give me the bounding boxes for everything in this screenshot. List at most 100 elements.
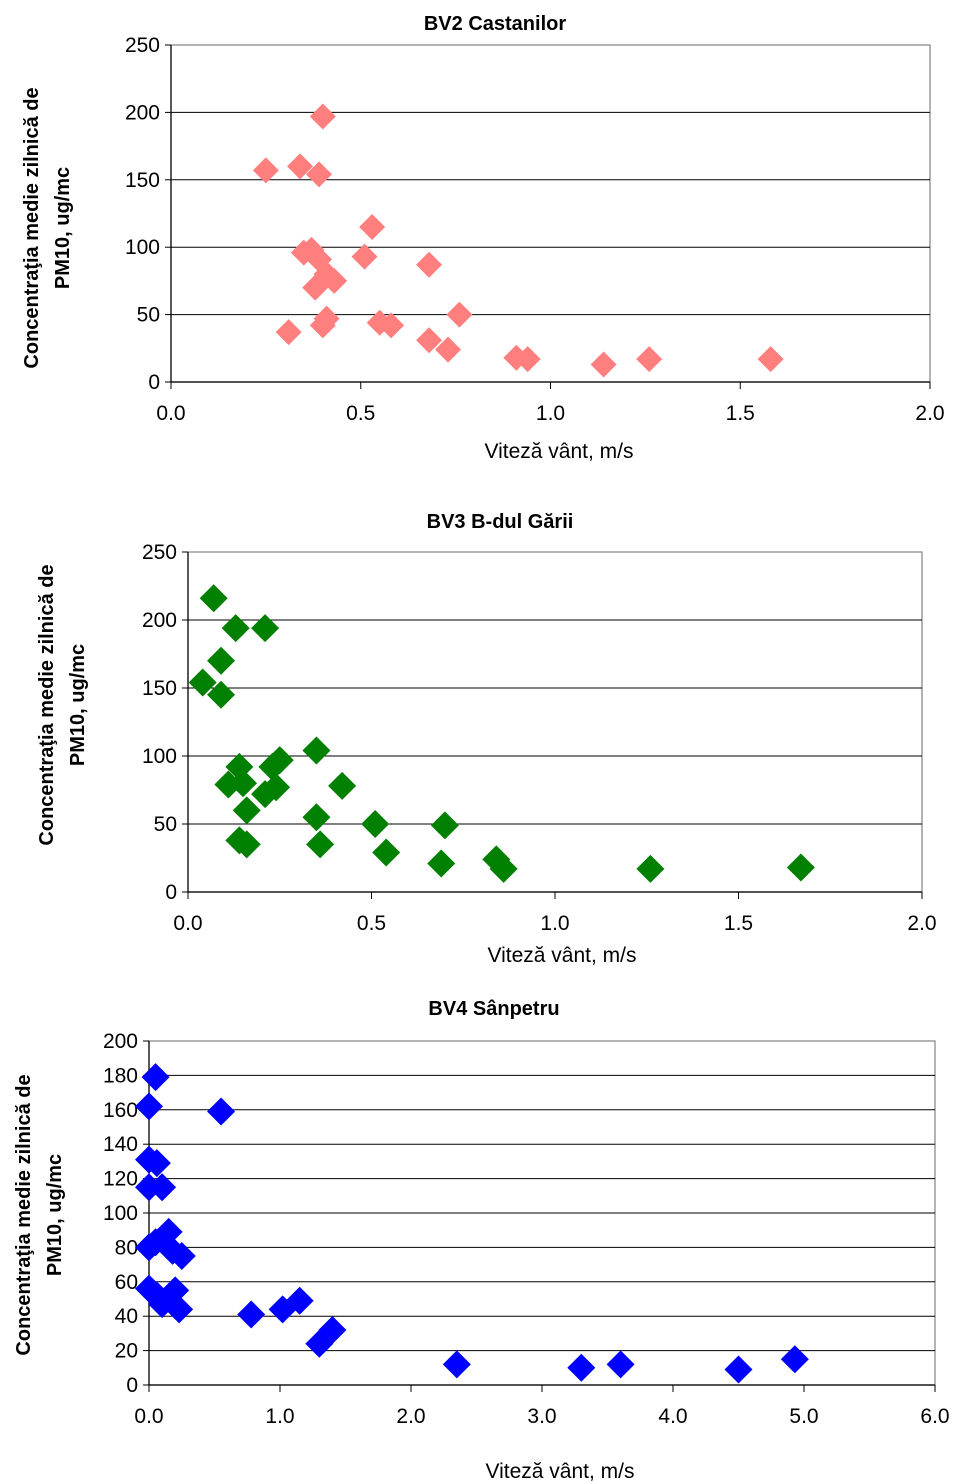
data-point <box>318 1315 347 1344</box>
chart-title: BV2 Castanilor <box>424 13 566 35</box>
x-tick-label: 3.0 <box>527 1405 556 1428</box>
data-point <box>514 346 541 373</box>
data-point <box>161 1276 190 1305</box>
y-tick-label: 50 <box>154 813 177 836</box>
data-point <box>232 796 261 825</box>
data-point <box>636 346 663 373</box>
data-point <box>287 153 314 180</box>
x-tick-label: 2.0 <box>907 912 936 935</box>
data-point <box>285 1286 314 1315</box>
data-point <box>142 1149 171 1178</box>
plot-area: 0 50 100 150 200 250 0.0 0.5 1.0 1.5 2.0 <box>125 34 945 425</box>
x-tick-label: 1.0 <box>265 1405 294 1428</box>
data-point <box>207 680 236 709</box>
x-tick-label: 1.5 <box>726 402 755 425</box>
data-point <box>309 103 336 130</box>
x-tick-label: 0.0 <box>134 1405 163 1428</box>
data-point <box>780 1345 809 1374</box>
x-axis-label: Viteză vânt, m/s <box>484 440 633 463</box>
y-axis-label-line2: PM10, ug/mc <box>52 167 74 289</box>
data-point <box>251 614 280 643</box>
data-point <box>606 1350 635 1379</box>
data-point <box>302 274 329 301</box>
y-tick-label: 150 <box>142 677 177 700</box>
x-tick-label: 6.0 <box>920 1405 949 1428</box>
y-tick-label: 80 <box>115 1236 138 1259</box>
y-tick-label: 100 <box>142 745 177 768</box>
x-tick-label: 0.0 <box>156 402 185 425</box>
data-point <box>489 854 518 883</box>
x-axis-label: Viteză vânt, m/s <box>487 944 636 967</box>
data-point <box>302 736 331 765</box>
data-point <box>275 319 302 346</box>
x-tick-label: 2.0 <box>915 402 944 425</box>
chart-title: BV4 Sânpetru <box>428 998 559 1020</box>
data-point <box>435 336 462 363</box>
x-tick-label: 0.0 <box>173 912 202 935</box>
data-point <box>446 301 473 328</box>
y-tick-label: 100 <box>125 236 160 259</box>
plot-area: 0 20 40 60 80 100 120 140 160 180 200 0.0 1.0 2.0 3.0 4… <box>103 1030 950 1428</box>
y-tick-label: 250 <box>125 34 160 57</box>
y-tick-label: 40 <box>115 1305 138 1328</box>
y-axis-label-line1: Concentraţia medie zilnică de <box>36 564 58 845</box>
data-point <box>207 646 236 675</box>
y-axis-label-line2: PM10, ug/mc <box>67 644 89 766</box>
data-point <box>378 312 405 339</box>
data-point <box>372 838 401 867</box>
data-point <box>786 853 815 882</box>
data-point <box>165 1295 194 1324</box>
data-point <box>757 346 784 373</box>
y-tick-label: 0 <box>165 881 177 904</box>
y-tick-label: 100 <box>103 1202 138 1225</box>
y-tick-label: 200 <box>142 609 177 632</box>
y-tick-label: 0 <box>148 371 160 394</box>
x-tick-label: 0.5 <box>357 912 386 935</box>
data-point <box>232 830 261 859</box>
y-tick-label: 200 <box>103 1030 138 1053</box>
y-tick-label: 60 <box>115 1271 138 1294</box>
y-tick-label: 180 <box>103 1064 138 1087</box>
data-point <box>567 1353 596 1382</box>
plot-area: 0 50 100 150 200 250 0.0 0.5 1.0 1.5 2.0 <box>142 541 937 935</box>
data-point <box>167 1242 196 1270</box>
data-point <box>442 1350 471 1379</box>
data-point <box>188 668 217 697</box>
plot-frame <box>187 551 923 893</box>
data-point <box>262 773 291 802</box>
y-axis-label: Concentraţia medie zilnică de PM10, ug/m… <box>21 87 74 368</box>
data-point <box>221 614 250 643</box>
data-point <box>306 830 335 859</box>
y-tick-label: 120 <box>103 1168 138 1191</box>
x-tick-label: 4.0 <box>658 1405 687 1428</box>
y-tick-label: 140 <box>103 1133 138 1156</box>
y-tick-label: 150 <box>125 169 160 192</box>
data-point <box>265 746 294 775</box>
y-tick-label: 160 <box>103 1099 138 1122</box>
data-point <box>199 584 228 613</box>
data-point <box>313 305 340 332</box>
data-point <box>207 1097 236 1126</box>
chart-title: BV3 B-dul Gării <box>427 511 574 533</box>
x-tick-label: 0.5 <box>346 402 375 425</box>
y-tick-label: 250 <box>142 541 177 564</box>
y-axis-label-line1: Concentraţia medie zilnică de <box>13 1074 35 1355</box>
data-point <box>141 1063 170 1092</box>
y-tick-label: 20 <box>115 1340 138 1363</box>
x-tick-label: 1.0 <box>536 402 565 425</box>
chart-bv2: BV2 Castanilor Concentraţia medie zilnic… <box>21 13 945 463</box>
x-tick-label: 2.0 <box>396 1405 425 1428</box>
data-point <box>229 769 258 798</box>
x-tick-label: 1.5 <box>724 912 753 935</box>
data-point <box>416 327 443 354</box>
data-point <box>590 351 617 378</box>
y-tick-label: 200 <box>125 101 160 124</box>
data-point <box>351 243 378 270</box>
data-point <box>427 849 456 878</box>
y-axis-label: Concentraţia medie zilnică de PM10, ug/m… <box>36 564 89 845</box>
data-point <box>135 1092 163 1121</box>
data-point <box>361 810 390 838</box>
data-point <box>636 854 665 883</box>
data-point <box>359 213 386 240</box>
